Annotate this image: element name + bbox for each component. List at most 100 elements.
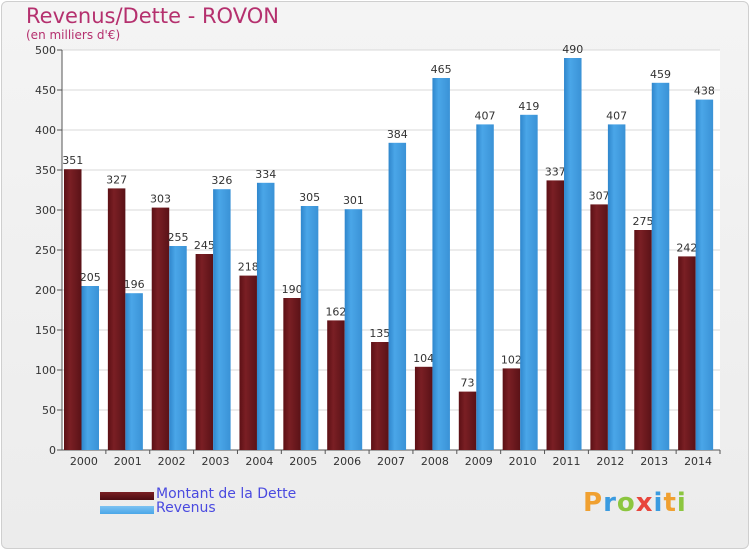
bar-revenus	[388, 142, 407, 451]
data-label: 334	[255, 168, 276, 181]
legend-swatch-dette	[100, 492, 154, 500]
x-tick-label: 2008	[421, 455, 449, 468]
data-label: 190	[282, 283, 303, 296]
y-tick-label: 150	[35, 324, 56, 337]
x-tick-label: 2012	[596, 455, 624, 468]
bar-dette	[590, 204, 608, 450]
data-label: 459	[650, 68, 671, 81]
chart-subtitle: (en milliers d'€)	[26, 28, 121, 42]
bar-dette	[64, 169, 82, 450]
y-tick-label: 0	[49, 444, 56, 457]
y-tick-label: 200	[35, 284, 56, 297]
data-label: 326	[211, 174, 232, 187]
data-label: 301	[343, 194, 364, 207]
legend-label-dette: Montant de la Dette	[156, 486, 297, 502]
data-label: 275	[633, 215, 654, 228]
data-label: 351	[62, 154, 83, 167]
bar-dette	[634, 230, 652, 450]
data-label: 102	[501, 353, 522, 366]
chart-title: Revenus/Dette - ROVON	[26, 4, 279, 28]
data-label: 419	[518, 100, 539, 113]
legend-label-revenus: Revenus	[156, 500, 216, 516]
bar-revenus	[651, 82, 670, 451]
bar-dette	[283, 298, 301, 450]
y-tick-label: 100	[35, 364, 56, 377]
bar-revenus	[344, 209, 363, 450]
data-label: 196	[124, 278, 145, 291]
proxiti-logo: Proxiti	[583, 488, 687, 518]
bar-revenus	[300, 206, 319, 450]
x-tick-label: 2001	[114, 455, 142, 468]
x-tick-label: 2013	[640, 455, 668, 468]
bar-revenus	[564, 58, 582, 450]
x-tick-label: 2014	[684, 455, 712, 468]
data-label: 327	[106, 173, 127, 186]
logo-letter: o	[616, 488, 636, 518]
data-label: 245	[194, 239, 215, 252]
y-tick-label: 50	[42, 404, 56, 417]
bar-revenus	[169, 246, 187, 450]
x-tick-label: 2007	[377, 455, 405, 468]
data-label: 73	[461, 377, 475, 390]
bar-revenus	[432, 78, 450, 450]
bar-dette	[458, 391, 477, 450]
logo-letter: t	[663, 488, 677, 518]
logo-letter: i	[676, 488, 687, 518]
y-tick-label: 300	[35, 204, 56, 217]
data-label: 407	[475, 109, 496, 122]
bar-revenus	[476, 124, 494, 451]
bar-revenus	[520, 114, 538, 451]
logo-letter: x	[635, 488, 654, 518]
bar-dette	[195, 254, 214, 450]
x-tick-label: 2000	[70, 455, 98, 468]
data-label: 307	[589, 189, 610, 202]
bar-dette	[678, 256, 696, 450]
y-tick-label: 400	[35, 124, 56, 137]
logo-letter: i	[653, 488, 664, 518]
bar-revenus	[213, 189, 231, 450]
data-label: 465	[431, 63, 452, 76]
data-label: 303	[150, 193, 171, 206]
data-label: 205	[80, 271, 101, 284]
x-tick-label: 2005	[289, 455, 317, 468]
bar-dette	[414, 366, 433, 450]
data-label: 438	[694, 85, 715, 98]
bar-revenus	[607, 124, 626, 451]
bar-dette	[502, 368, 521, 450]
bar-dette	[371, 342, 389, 450]
data-label: 104	[413, 352, 434, 365]
legend-swatch-revenus	[100, 506, 154, 514]
y-tick-label: 250	[35, 244, 56, 257]
data-label: 242	[676, 241, 697, 254]
bar-dette	[239, 275, 257, 450]
data-label: 135	[369, 327, 390, 340]
x-tick-label: 2003	[202, 455, 230, 468]
x-tick-label: 2011	[552, 455, 580, 468]
bar-dette	[546, 180, 565, 450]
data-label: 490	[562, 43, 583, 56]
x-tick-label: 2010	[509, 455, 537, 468]
data-label: 305	[299, 191, 320, 204]
data-label: 384	[387, 128, 408, 141]
bar-dette	[327, 320, 345, 450]
x-tick-label: 2002	[158, 455, 186, 468]
data-label: 218	[238, 261, 259, 274]
data-label: 337	[545, 165, 566, 178]
y-tick-label: 500	[35, 44, 56, 57]
logo-letter: P	[583, 488, 604, 518]
bar-revenus	[125, 293, 143, 450]
data-label: 162	[325, 305, 346, 318]
logo-letter: r	[603, 488, 617, 518]
bar-dette	[151, 207, 170, 450]
x-tick-label: 2004	[245, 455, 273, 468]
y-tick-label: 350	[35, 164, 56, 177]
data-label: 407	[606, 109, 627, 122]
bar-revenus	[256, 182, 275, 451]
data-label: 255	[167, 231, 188, 244]
bar-dette	[107, 188, 126, 450]
x-tick-label: 2006	[333, 455, 361, 468]
bar-revenus	[81, 286, 99, 450]
bar-revenus	[695, 99, 714, 450]
y-tick-label: 450	[35, 84, 56, 97]
